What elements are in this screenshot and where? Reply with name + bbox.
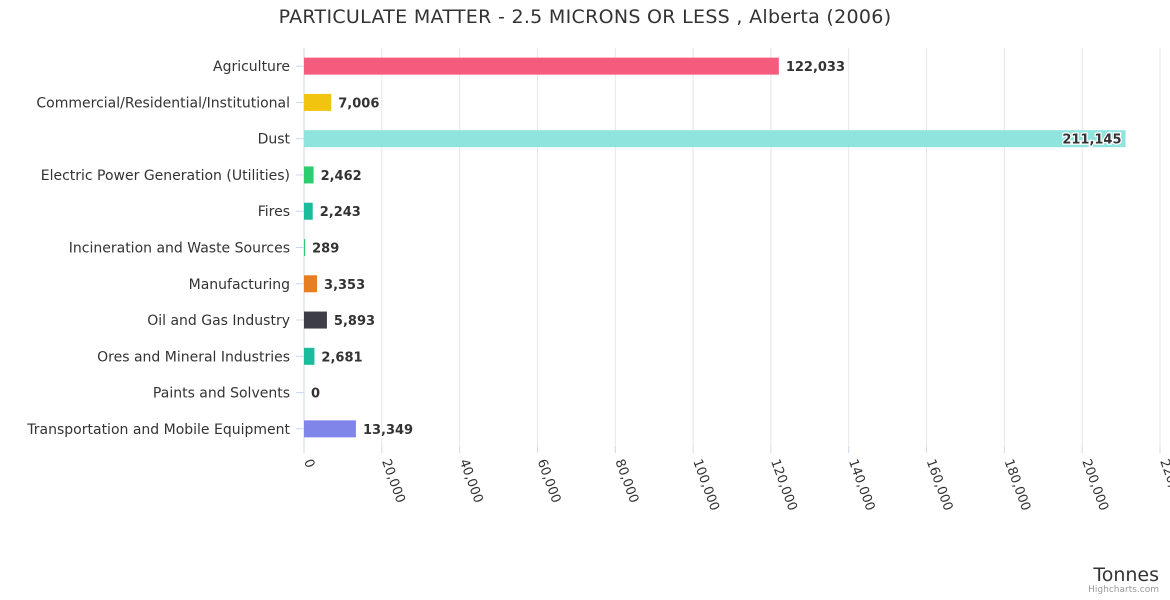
x-tick-label: 100,000 bbox=[689, 457, 721, 513]
category-label: Transportation and Mobile Equipment bbox=[26, 422, 290, 438]
x-tick-label: 200,000 bbox=[1078, 457, 1110, 513]
bar bbox=[304, 311, 327, 329]
x-tick-label: 120,000 bbox=[767, 457, 799, 513]
data-label: 2,462 bbox=[321, 169, 362, 184]
category-label: Manufacturing bbox=[189, 277, 290, 293]
category-label: Ores and Mineral Industries bbox=[97, 349, 290, 365]
x-tick-label: 220,000 bbox=[1156, 457, 1170, 513]
bar bbox=[304, 420, 356, 438]
bar bbox=[304, 202, 313, 220]
bar bbox=[304, 347, 315, 365]
x-tick-label: 20,000 bbox=[378, 457, 408, 505]
bar bbox=[304, 239, 306, 256]
x-tick-label: 180,000 bbox=[1001, 457, 1033, 513]
bar bbox=[304, 57, 779, 75]
data-label: 13,349 bbox=[363, 423, 413, 438]
data-label: 2,243 bbox=[320, 205, 361, 220]
data-label: 7,006 bbox=[338, 96, 379, 111]
category-label: Electric Power Generation (Utilities) bbox=[41, 168, 290, 184]
data-label: 0 bbox=[311, 387, 320, 402]
category-label: Paints and Solvents bbox=[153, 386, 290, 402]
data-label: 289 bbox=[312, 242, 339, 257]
chart-title: PARTICULATE MATTER - 2.5 MICRONS OR LESS… bbox=[278, 6, 892, 28]
category-label: Agriculture bbox=[213, 59, 290, 75]
data-label: 122,033 bbox=[786, 60, 845, 75]
x-tick-label: 40,000 bbox=[456, 457, 486, 505]
category-label: Incineration and Waste Sources bbox=[69, 241, 290, 257]
category-label: Dust bbox=[258, 132, 291, 148]
bar bbox=[304, 130, 1126, 148]
bar bbox=[304, 166, 314, 184]
data-label: 5,893 bbox=[334, 314, 375, 329]
bar bbox=[304, 275, 318, 293]
category-label: Oil and Gas Industry bbox=[147, 313, 290, 329]
data-label: 211,145 bbox=[1062, 133, 1121, 148]
credits-link[interactable]: Highcharts.com bbox=[1088, 585, 1159, 595]
category-label: Fires bbox=[258, 204, 290, 220]
x-tick-label: 140,000 bbox=[845, 457, 877, 513]
data-label: 3,353 bbox=[324, 278, 365, 293]
x-tick-label: 60,000 bbox=[534, 457, 564, 505]
x-tick-label: 0 bbox=[300, 457, 317, 470]
category-label: Commercial/Residential/Institutional bbox=[36, 95, 290, 111]
data-label: 2,681 bbox=[321, 350, 362, 365]
x-tick-label: 160,000 bbox=[923, 457, 955, 513]
x-tick-label: 80,000 bbox=[612, 457, 642, 505]
bar bbox=[304, 93, 332, 111]
x-axis-title: Tonnes bbox=[1093, 564, 1159, 586]
